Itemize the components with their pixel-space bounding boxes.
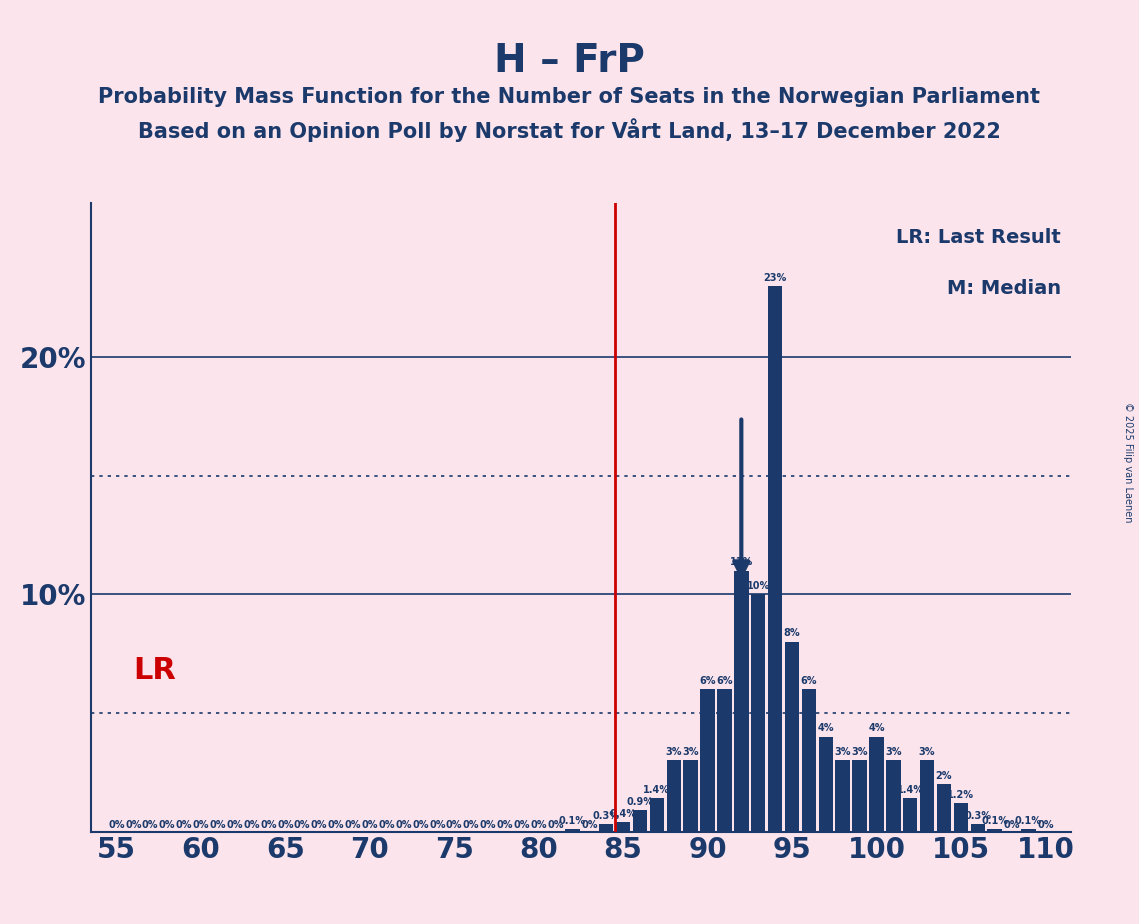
Bar — [819, 736, 833, 832]
Text: 0%: 0% — [158, 821, 175, 831]
Text: 0%: 0% — [395, 821, 412, 831]
Text: 6%: 6% — [699, 675, 715, 686]
Bar — [953, 803, 968, 832]
Text: Based on an Opinion Poll by Norstat for Vårt Land, 13–17 December 2022: Based on an Opinion Poll by Norstat for … — [138, 118, 1001, 142]
Bar — [599, 824, 614, 832]
Text: 0%: 0% — [277, 821, 294, 831]
Text: 6%: 6% — [801, 675, 817, 686]
Text: 0%: 0% — [480, 821, 497, 831]
Bar — [1022, 829, 1035, 832]
Bar — [903, 798, 917, 832]
Text: 0%: 0% — [412, 821, 428, 831]
Text: 4%: 4% — [818, 723, 834, 734]
Text: 0%: 0% — [328, 821, 344, 831]
Text: 0.3%: 0.3% — [965, 811, 991, 821]
Text: 1.4%: 1.4% — [896, 784, 924, 795]
Text: 0%: 0% — [192, 821, 210, 831]
Bar — [920, 760, 934, 832]
Text: 8%: 8% — [784, 628, 801, 638]
Text: H – FrP: H – FrP — [494, 42, 645, 79]
Text: LR: LR — [133, 656, 177, 685]
Bar — [802, 689, 816, 832]
Text: 0%: 0% — [446, 821, 462, 831]
Text: 0%: 0% — [514, 821, 530, 831]
Text: 0%: 0% — [429, 821, 445, 831]
Bar — [633, 810, 647, 832]
Bar — [785, 642, 800, 832]
Text: 3%: 3% — [885, 747, 902, 757]
Bar — [718, 689, 731, 832]
Text: 0.1%: 0.1% — [1015, 816, 1042, 826]
Text: 0%: 0% — [210, 821, 226, 831]
Text: 10%: 10% — [746, 581, 770, 591]
Text: M: Median: M: Median — [947, 279, 1060, 298]
Text: 0.1%: 0.1% — [559, 816, 585, 826]
Bar — [735, 571, 748, 832]
Text: 11%: 11% — [730, 557, 753, 567]
Text: 0%: 0% — [244, 821, 260, 831]
Text: 0%: 0% — [581, 821, 598, 831]
Text: 0%: 0% — [227, 821, 243, 831]
Text: 3%: 3% — [919, 747, 935, 757]
Text: 0%: 0% — [1003, 821, 1019, 831]
Bar — [852, 760, 867, 832]
Bar — [936, 784, 951, 832]
Bar — [616, 822, 630, 832]
Bar — [683, 760, 698, 832]
Text: 0%: 0% — [1038, 821, 1054, 831]
Bar — [836, 760, 850, 832]
Text: 0%: 0% — [175, 821, 192, 831]
Text: 3%: 3% — [682, 747, 699, 757]
Text: 0.9%: 0.9% — [626, 796, 654, 807]
Text: 3%: 3% — [851, 747, 868, 757]
Bar — [869, 736, 884, 832]
Text: 1.4%: 1.4% — [644, 784, 671, 795]
Bar — [988, 829, 1002, 832]
Text: 4%: 4% — [868, 723, 885, 734]
Text: 0.1%: 0.1% — [981, 816, 1008, 826]
Text: 0%: 0% — [497, 821, 514, 831]
Bar — [768, 286, 782, 832]
Bar — [700, 689, 715, 832]
Bar — [565, 829, 580, 832]
Text: 2%: 2% — [936, 771, 952, 781]
Text: 0%: 0% — [345, 821, 361, 831]
Text: 0%: 0% — [531, 821, 547, 831]
Text: 1.2%: 1.2% — [948, 790, 974, 799]
Text: 3%: 3% — [835, 747, 851, 757]
Text: 23%: 23% — [763, 273, 787, 283]
Text: © 2025 Filip van Laenen: © 2025 Filip van Laenen — [1123, 402, 1133, 522]
Bar — [970, 824, 985, 832]
Text: 0%: 0% — [294, 821, 311, 831]
Text: 0%: 0% — [260, 821, 277, 831]
Text: 0%: 0% — [548, 821, 564, 831]
Text: 0%: 0% — [108, 821, 124, 831]
Text: Probability Mass Function for the Number of Seats in the Norwegian Parliament: Probability Mass Function for the Number… — [98, 87, 1041, 107]
Bar — [886, 760, 901, 832]
Bar — [666, 760, 681, 832]
Text: 0%: 0% — [378, 821, 395, 831]
Bar — [751, 594, 765, 832]
Text: 6%: 6% — [716, 675, 732, 686]
Text: 0%: 0% — [361, 821, 378, 831]
Text: 3%: 3% — [665, 747, 682, 757]
Text: 0%: 0% — [125, 821, 141, 831]
Text: LR: Last Result: LR: Last Result — [896, 228, 1060, 248]
Text: 0%: 0% — [311, 821, 327, 831]
Text: 0.3%: 0.3% — [592, 811, 620, 821]
Bar — [649, 798, 664, 832]
Text: 0%: 0% — [142, 821, 158, 831]
Text: 0.4%: 0.4% — [609, 808, 637, 819]
Text: 0%: 0% — [462, 821, 480, 831]
